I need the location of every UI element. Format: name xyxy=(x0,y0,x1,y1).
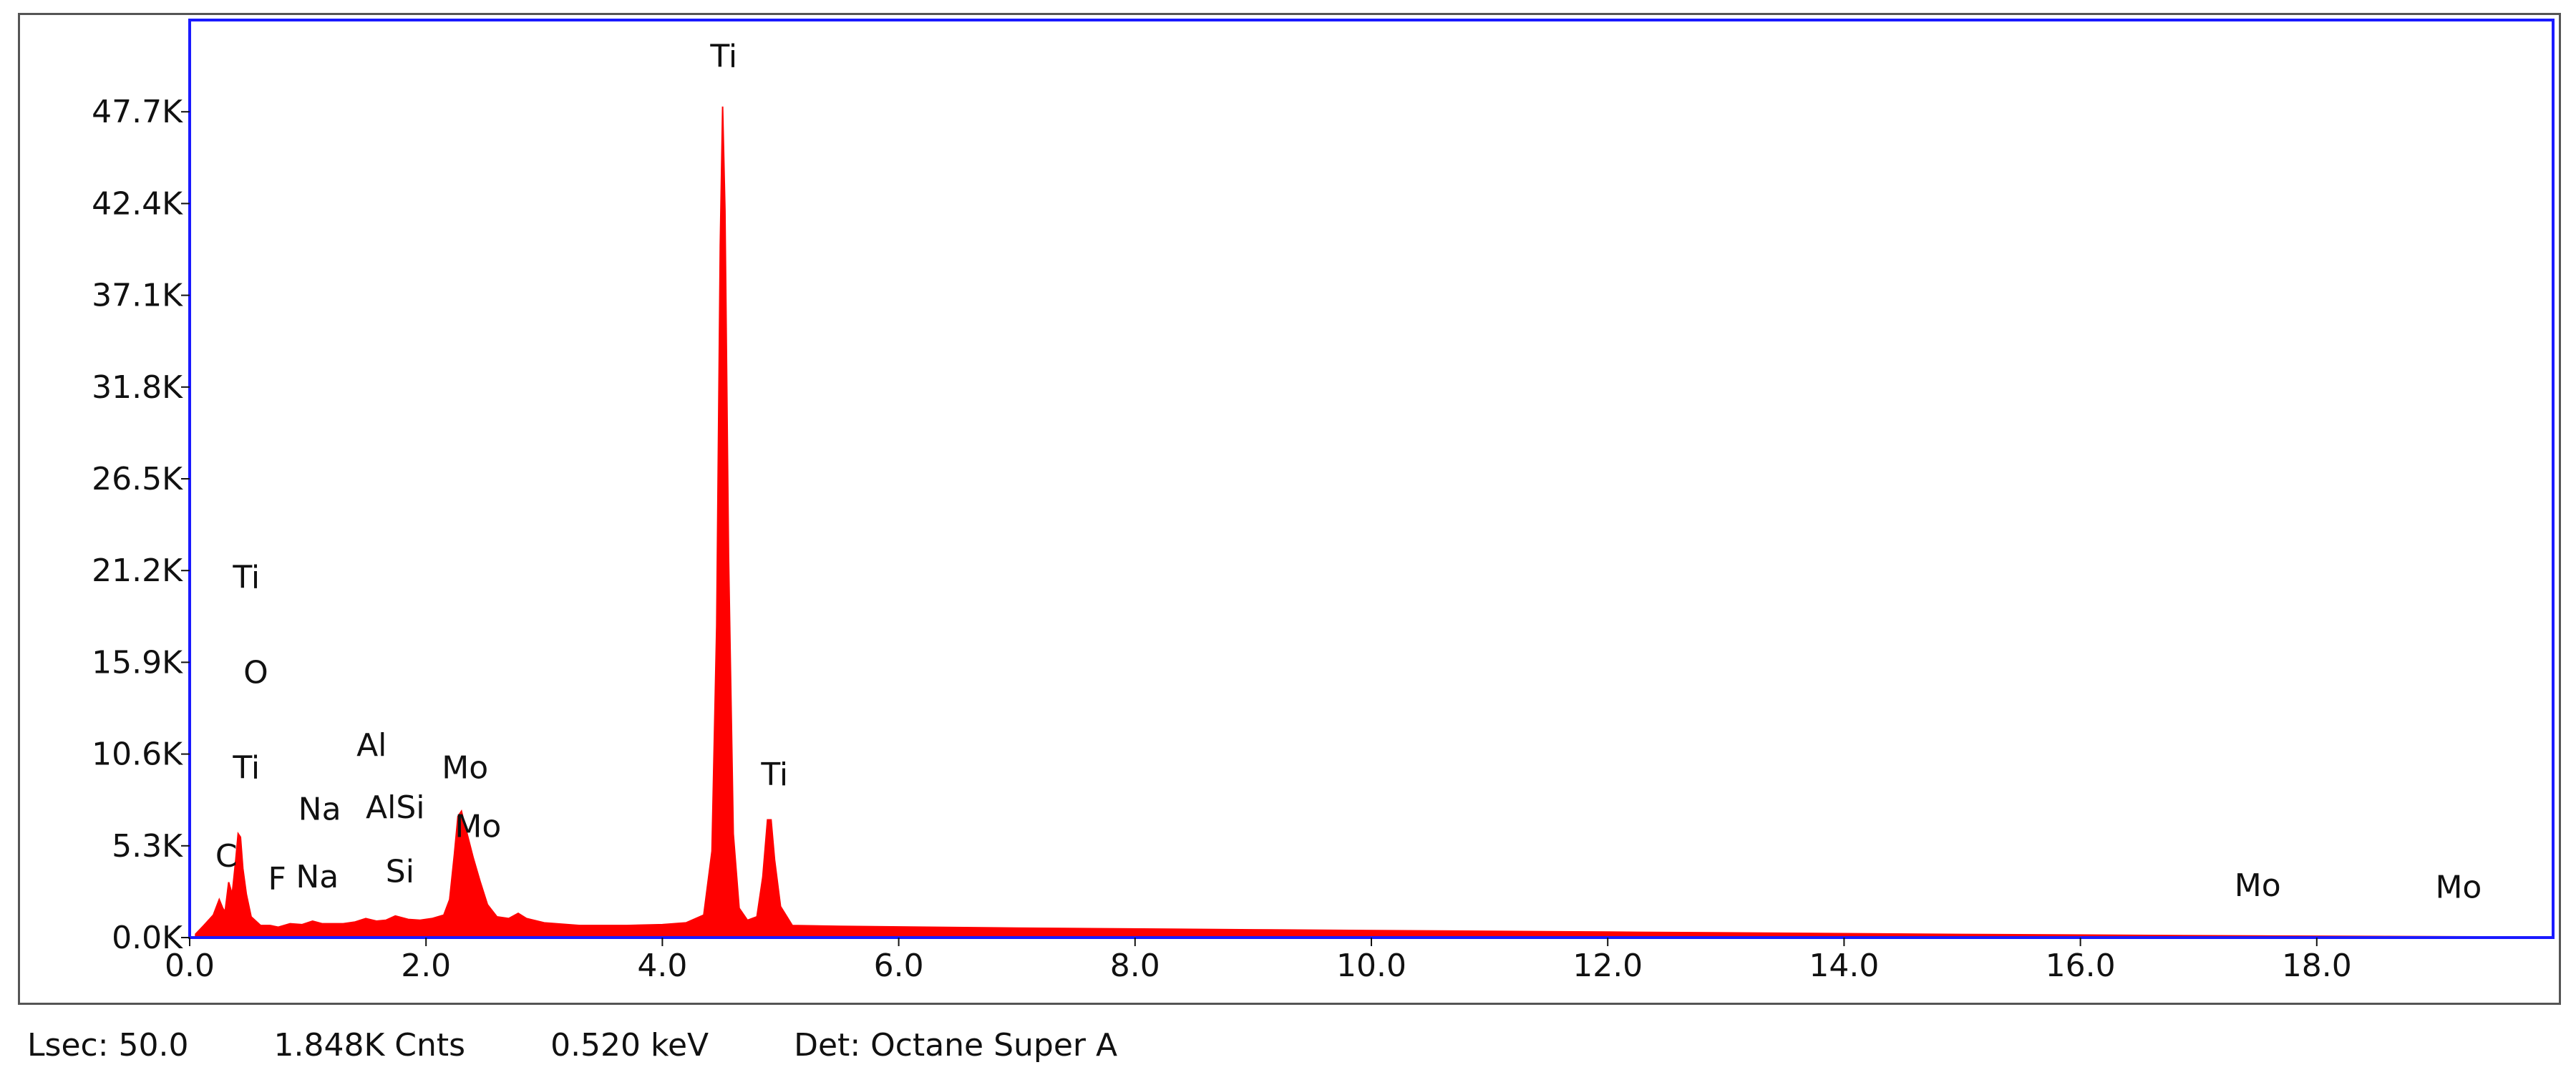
y-axis: 0.0K 5.3K 10.6K 15.9K 21.2K 26.5K 31.8K 37.1K 42… xyxy=(92,94,190,956)
peak-label: Mo xyxy=(455,809,501,845)
peak-label: C xyxy=(215,838,238,875)
peak-label: Mo xyxy=(2235,867,2281,904)
peak-label: Mo xyxy=(2435,869,2482,905)
peak-label: Na xyxy=(298,792,341,828)
x-tick-label: 10.0 xyxy=(1336,948,1406,984)
peak-label: Si xyxy=(386,854,414,890)
y-tick-label: 37.1K xyxy=(92,278,183,314)
x-tick-label: 8.0 xyxy=(1110,948,1160,984)
y-tick-label: 21.2K xyxy=(92,553,183,589)
y-tick-label: 0.0K xyxy=(112,920,183,956)
peak-label: AlSi xyxy=(366,789,424,826)
y-tick-label: 10.6K xyxy=(92,736,183,773)
y-tick-label: 26.5K xyxy=(92,461,183,497)
counts-readout: 1.848K Cnts xyxy=(273,1027,466,1064)
x-tick-label: 12.0 xyxy=(1573,948,1643,984)
peak-label: Ti xyxy=(709,38,737,74)
peak-labels: Ti Ti O Ti CF Na Na Al AlSi Si Mo Mo Ti Mo Mo xyxy=(215,38,2482,905)
cursor-energy-readout: 0.520 keV xyxy=(550,1027,709,1064)
peak-label: Mo xyxy=(442,749,488,786)
x-tick-label: 6.0 xyxy=(874,948,924,984)
chart-frame xyxy=(18,13,2561,1005)
peak-label: Ti xyxy=(232,749,260,786)
x-tick-label: 16.0 xyxy=(2046,948,2116,984)
peak-label: Na xyxy=(296,859,339,895)
x-tick-label: 4.0 xyxy=(637,948,687,984)
peak-label: Ti xyxy=(760,756,788,793)
status-bar: Lsec: 50.0 1.848K Cnts 0.520 keV Det: Oc… xyxy=(27,1027,1192,1070)
x-tick-label: 14.0 xyxy=(1809,948,1879,984)
peak-label: O xyxy=(243,654,268,691)
x-tick-label: 2.0 xyxy=(401,948,451,984)
y-tick-label: 31.8K xyxy=(92,369,183,406)
detector-readout: Det: Octane Super A xyxy=(794,1027,1118,1064)
peak-label: Ti xyxy=(232,559,260,595)
x-axis: 0.0 2.0 4.0 6.0 8.0 10.0 12.0 14.0 16.0 18.0 xyxy=(165,938,2352,984)
y-tick-label: 47.7K xyxy=(92,94,183,130)
live-seconds-readout: Lsec: 50.0 xyxy=(27,1027,189,1064)
plot-border xyxy=(188,19,2555,939)
x-tick-label: 18.0 xyxy=(2282,948,2352,984)
y-tick-label: 42.4K xyxy=(92,185,183,222)
y-tick-label: 15.9K xyxy=(92,644,183,681)
x-tick-label: 0.0 xyxy=(165,948,215,984)
spectrum-area xyxy=(195,106,2483,938)
peak-label: Al xyxy=(356,727,387,764)
y-tick-label: 5.3K xyxy=(112,828,183,865)
plot-layer xyxy=(188,19,2555,939)
peak-label: F xyxy=(268,860,286,897)
